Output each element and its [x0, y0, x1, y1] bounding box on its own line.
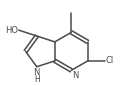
- Text: N: N: [34, 68, 40, 77]
- Text: N: N: [72, 71, 78, 80]
- Text: H: H: [34, 75, 40, 84]
- Text: HO: HO: [5, 26, 18, 35]
- Text: Cl: Cl: [105, 56, 114, 65]
